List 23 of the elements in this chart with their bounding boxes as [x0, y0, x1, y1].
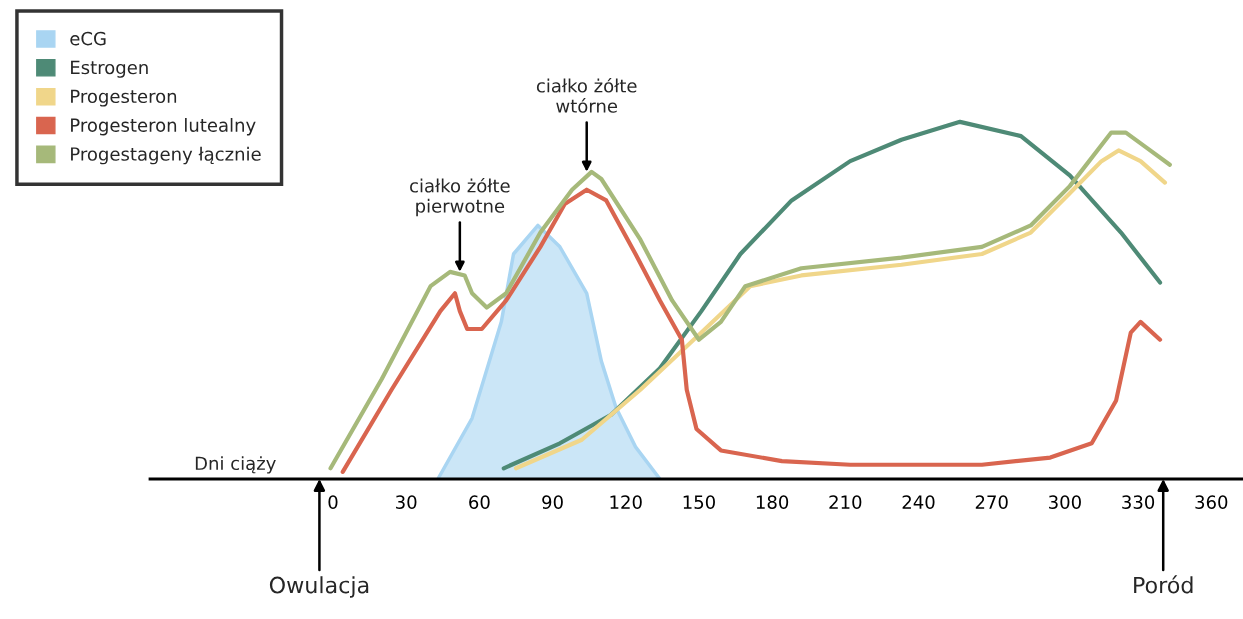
text: Poród — [1134, 575, 1193, 594]
annotation: ciałko żółte wtórne — [536, 77, 637, 113]
x-tick-label: 0 — [328, 495, 338, 509]
x-tick-label: 210 — [829, 495, 862, 509]
x-tick-label: 270 — [975, 495, 1008, 509]
x-tick-label: 90 — [542, 495, 563, 509]
x-axis-title: Dni ciąży — [195, 456, 276, 474]
legend-label: Progesteron lutealny — [71, 117, 256, 136]
x-tick-label: 30 — [396, 495, 417, 509]
text: Owulacja — [269, 576, 369, 598]
x-tick-label: 120 — [610, 495, 642, 509]
x-tick-label: 240 — [902, 495, 935, 509]
legend-label: Estrogen — [71, 60, 148, 78]
x-tick-label: 150 — [683, 495, 715, 509]
legend-label: Progestageny łącznie — [71, 146, 261, 165]
x-tick-label: 300 — [1049, 495, 1081, 509]
x-tick-label: 180 — [756, 495, 789, 509]
x-tick-label: 330 — [1122, 495, 1155, 509]
legend-label: eCG — [70, 31, 106, 46]
x-tick-label: 60 — [469, 495, 490, 509]
x-tick-label: 360 — [1195, 495, 1228, 509]
legend-label: Progesteron — [71, 89, 177, 107]
annotation: ciałko żółte pierwotne — [410, 177, 510, 217]
